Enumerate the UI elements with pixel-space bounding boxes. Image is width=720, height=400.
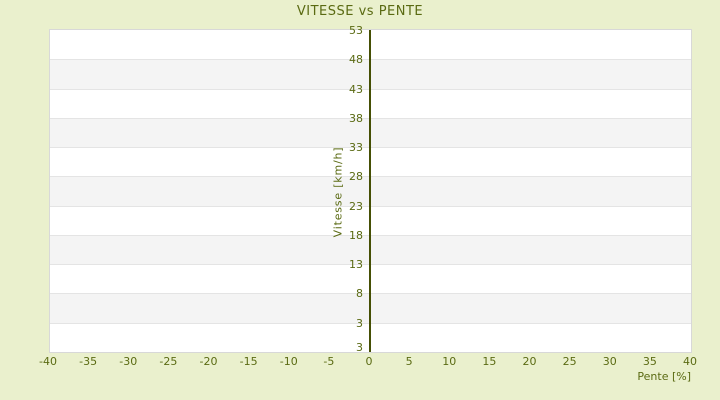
y-tick-label: 33	[349, 141, 363, 155]
y-tick-label: 3	[356, 316, 363, 330]
y-tick-label: 38	[349, 111, 363, 125]
x-tick-label: 30	[602, 355, 617, 368]
x-tick-label: -15	[239, 355, 258, 368]
x-tick-label: -30	[119, 355, 138, 368]
x-tick-label: -35	[79, 355, 98, 368]
x-tick-label: 25	[562, 355, 577, 368]
x-tick-label: -25	[159, 355, 178, 368]
x-tick-label: 20	[522, 355, 537, 368]
x-tick-label: -20	[199, 355, 218, 368]
chart-title: VITESSE vs PENTE	[296, 4, 424, 19]
y-tick-label: 28	[349, 170, 363, 184]
y-tick-label: 8	[356, 287, 363, 301]
y-tick-label: 23	[349, 199, 363, 213]
x-tick-label: -5	[323, 355, 335, 368]
y-tick-label: 3	[356, 341, 363, 354]
y-tick-label: 43	[349, 82, 363, 96]
x-tick-label: -10	[279, 355, 298, 368]
x-tick-label: -40	[39, 355, 57, 368]
x-tick-label: 0	[365, 355, 373, 368]
x-axis-title: Pente [%]	[637, 370, 691, 383]
x-tick-label: 10	[442, 355, 457, 368]
x-tick-label: 40	[683, 355, 697, 368]
x-tick-label: 35	[642, 355, 657, 368]
x-tick-label: 5	[405, 355, 413, 368]
y-tick-label: 48	[349, 53, 363, 67]
x-tick-label: 15	[482, 355, 497, 368]
y-axis-title: Vitesse [km/h]	[331, 146, 345, 238]
plot-area	[49, 29, 692, 353]
y-tick-label: 18	[349, 228, 363, 242]
y-tick-label: 13	[349, 258, 363, 272]
zero-axis-line	[369, 30, 371, 352]
y-tick-label: 53	[349, 24, 363, 37]
